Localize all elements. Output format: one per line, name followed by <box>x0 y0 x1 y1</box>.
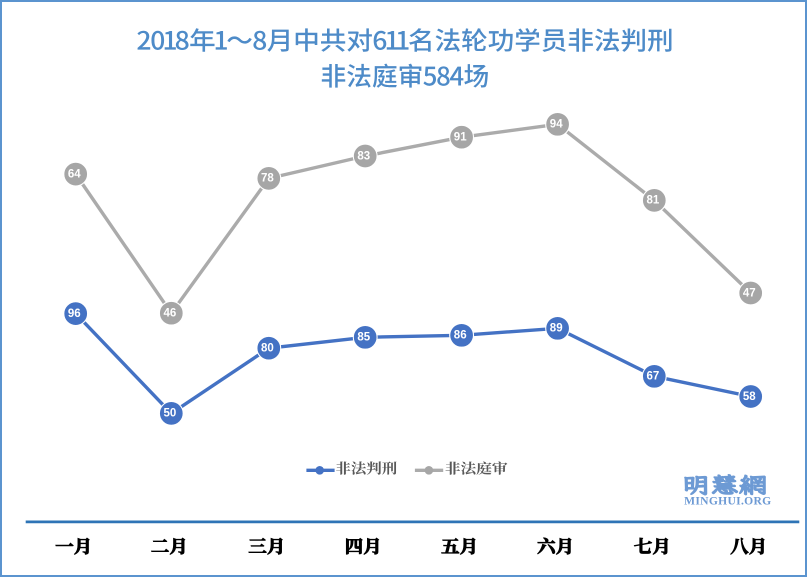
svg-text:58: 58 <box>743 391 756 403</box>
svg-text:46: 46 <box>164 308 177 320</box>
svg-text:78: 78 <box>261 173 274 185</box>
svg-text:85: 85 <box>357 332 370 344</box>
svg-text:94: 94 <box>550 119 563 131</box>
svg-text:86: 86 <box>454 330 467 342</box>
svg-text:91: 91 <box>454 132 467 144</box>
svg-text:89: 89 <box>550 323 563 335</box>
svg-text:MINGHUI.ORG: MINGHUI.ORG <box>684 494 771 507</box>
svg-text:64: 64 <box>68 168 81 180</box>
svg-text:80: 80 <box>261 343 274 355</box>
svg-text:47: 47 <box>743 287 756 299</box>
svg-text:83: 83 <box>357 150 370 162</box>
svg-text:81: 81 <box>647 195 660 207</box>
svg-text:96: 96 <box>68 308 81 320</box>
svg-text:67: 67 <box>647 371 660 383</box>
svg-text:50: 50 <box>164 408 177 420</box>
